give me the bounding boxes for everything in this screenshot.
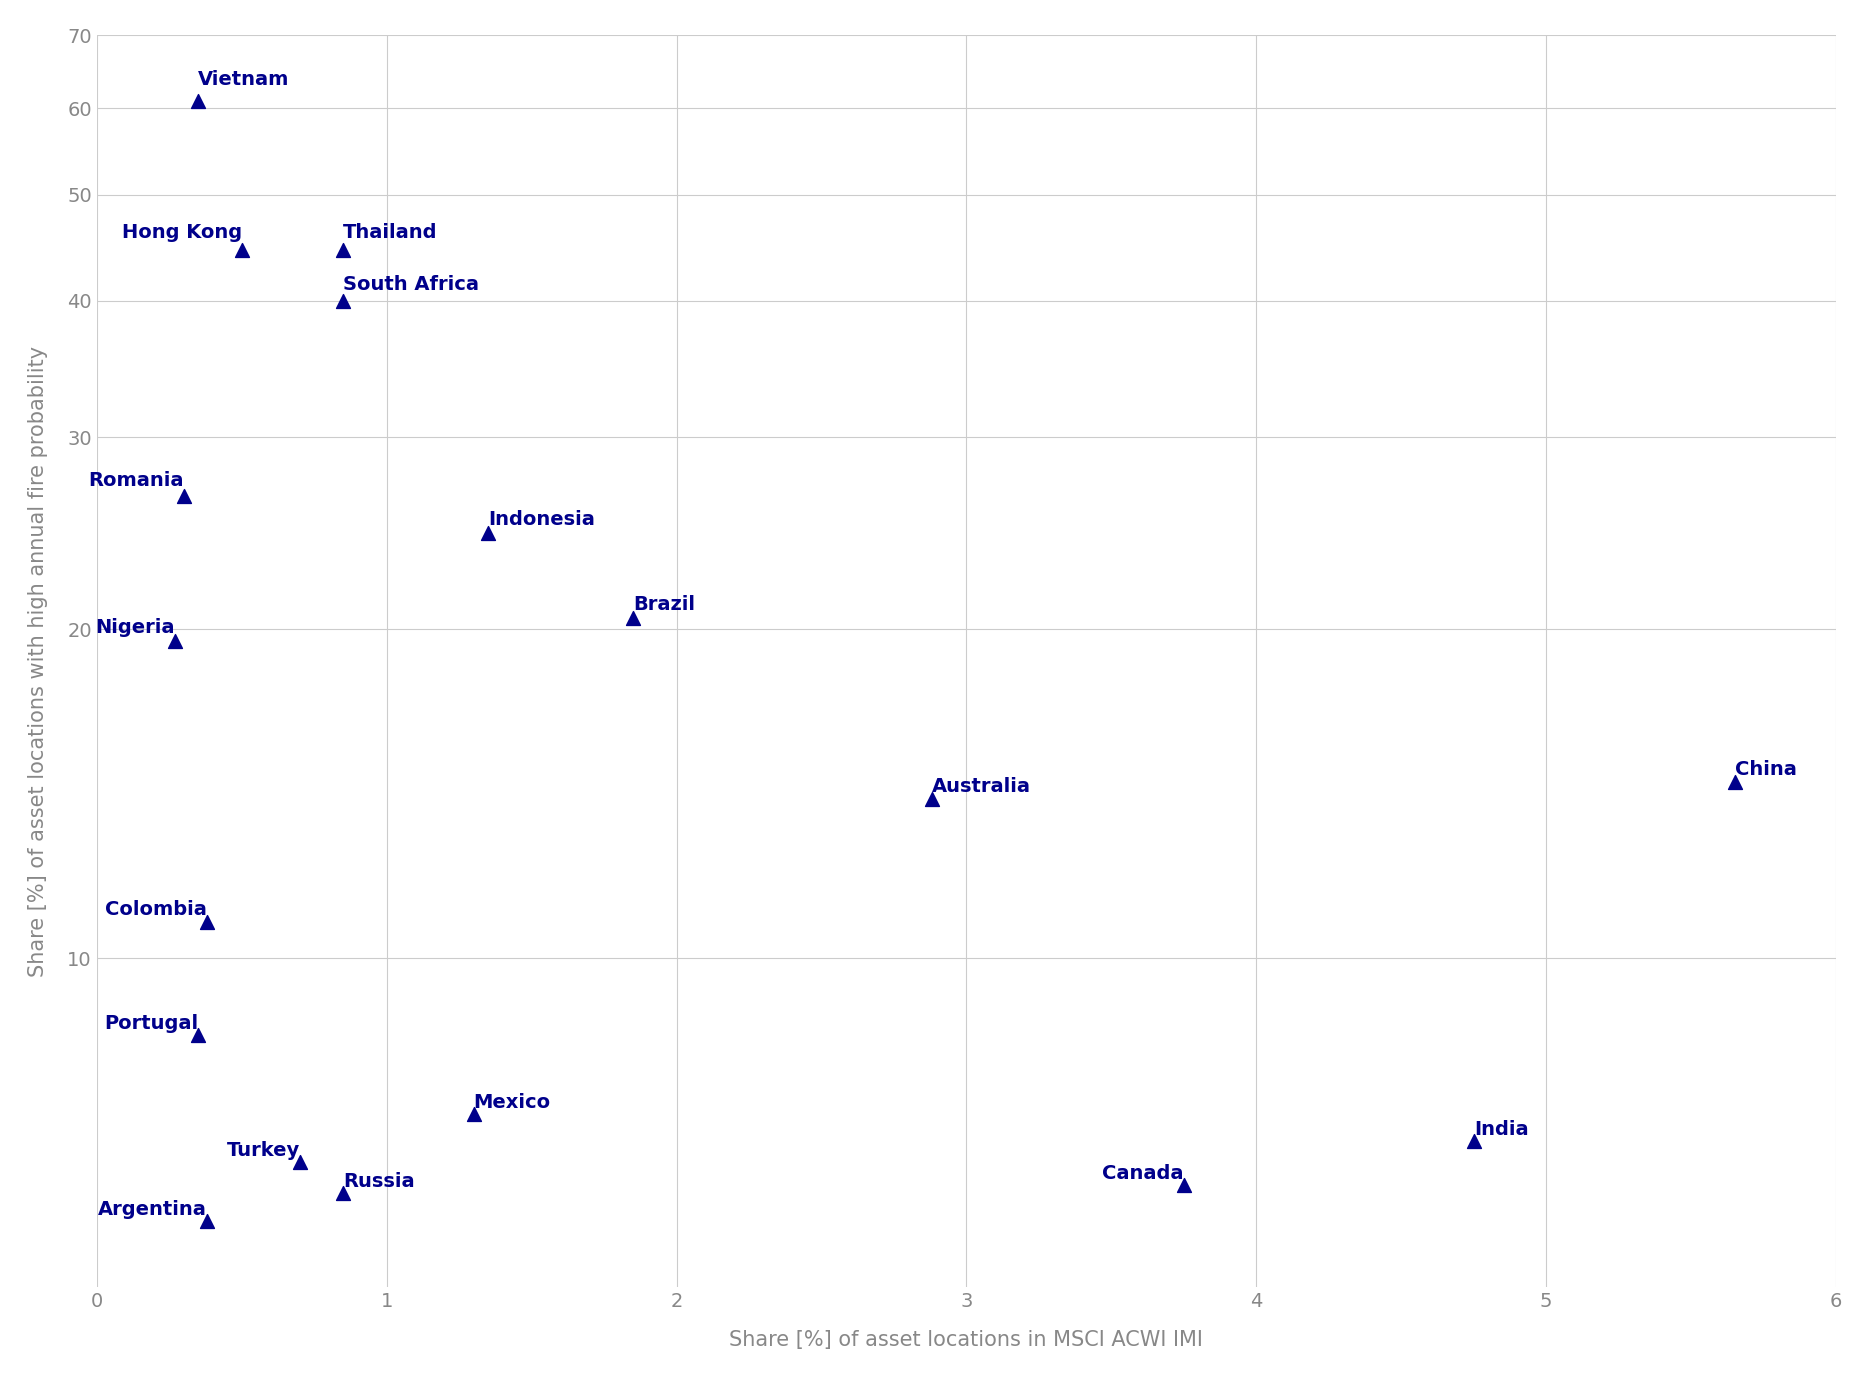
Text: China: China <box>1735 761 1797 779</box>
Point <box>473 522 503 544</box>
Point <box>284 1152 314 1174</box>
Y-axis label: Share [%] of asset locations with high annual fire probability: Share [%] of asset locations with high a… <box>28 346 49 977</box>
Point <box>183 90 213 112</box>
Text: Canada: Canada <box>1101 1164 1184 1182</box>
Point <box>1169 1174 1199 1196</box>
Point <box>161 630 191 652</box>
Point <box>226 240 256 262</box>
Point <box>329 240 359 262</box>
Point <box>183 1024 213 1046</box>
Point <box>168 485 198 507</box>
Text: South Africa: South Africa <box>344 274 479 294</box>
Text: Thailand: Thailand <box>344 223 438 241</box>
Point <box>193 911 223 933</box>
Text: Russia: Russia <box>344 1171 415 1191</box>
Text: Hong Kong: Hong Kong <box>122 223 241 241</box>
Text: Brazil: Brazil <box>634 594 696 613</box>
Point <box>619 606 649 628</box>
Text: Australia: Australia <box>931 777 1030 796</box>
Point <box>916 788 946 810</box>
Text: Indonesia: Indonesia <box>488 510 595 529</box>
Text: Vietnam: Vietnam <box>198 70 290 90</box>
X-axis label: Share [%] of asset locations in MSCI ACWI IMI: Share [%] of asset locations in MSCI ACW… <box>729 1330 1204 1350</box>
Text: Portugal: Portugal <box>105 1014 198 1034</box>
Text: India: India <box>1474 1120 1528 1140</box>
Text: Turkey: Turkey <box>226 1141 299 1160</box>
Point <box>1459 1130 1489 1152</box>
Point <box>193 1210 223 1232</box>
Text: Nigeria: Nigeria <box>95 619 176 637</box>
Text: Romania: Romania <box>88 471 183 491</box>
Text: Argentina: Argentina <box>97 1199 208 1218</box>
Text: Colombia: Colombia <box>105 900 208 919</box>
Point <box>329 1181 359 1203</box>
Text: Mexico: Mexico <box>473 1093 552 1112</box>
Point <box>1720 770 1750 792</box>
Point <box>458 1102 488 1124</box>
Point <box>329 289 359 311</box>
